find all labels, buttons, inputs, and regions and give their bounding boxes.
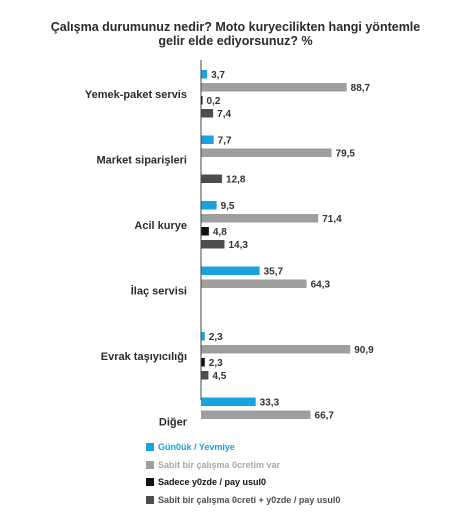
data-label: 7,4 xyxy=(217,109,231,120)
legend-swatch xyxy=(146,478,154,486)
data-label: 33,3 xyxy=(260,398,280,409)
data-label: 88,7 xyxy=(351,83,371,94)
legend-swatch xyxy=(146,460,154,469)
bar-gunluk xyxy=(201,397,256,406)
bar-sabit-yuzde xyxy=(201,371,209,380)
data-label: 71,4 xyxy=(322,214,342,225)
category-label: Market siparişleri xyxy=(97,155,188,167)
legend-swatch xyxy=(146,495,154,504)
legend-label: Sadece y0zde / pay usul0 xyxy=(158,477,267,487)
bar-sabit xyxy=(201,83,347,92)
legend-label: Sabit bir çalışma 0cretim var xyxy=(158,459,281,470)
category-label: Diğer xyxy=(159,417,188,429)
bar-gunluk xyxy=(201,332,205,341)
data-label: 90,9 xyxy=(354,345,374,356)
legend-label: Gün0ük / Yevmiye xyxy=(158,442,235,452)
chart-title-line-2: gelir elde ediyorsunuz? % xyxy=(158,34,313,48)
chart-title-line-1: Çalışma durumunuz nedir? Moto kuryecilik… xyxy=(50,20,421,34)
bar-gunluk xyxy=(201,135,214,144)
bar-sabit-yuzde xyxy=(201,240,225,249)
data-label: 9,5 xyxy=(221,201,235,212)
data-label: 35,7 xyxy=(264,267,284,278)
bar-gunluk xyxy=(201,266,260,275)
data-label: 64,3 xyxy=(311,280,331,291)
data-label: 66,7 xyxy=(315,411,335,422)
chart-title: Çalışma durumunuz nedir? Moto kuryecilik… xyxy=(0,20,471,48)
data-label: 12,8 xyxy=(226,175,246,186)
data-label: 2,3 xyxy=(209,332,223,343)
bar-sabit xyxy=(201,279,307,288)
bar-sabit xyxy=(201,214,319,223)
bar-yuzde xyxy=(201,358,205,367)
category-label: Evrak taşıyıcılığı xyxy=(101,351,187,363)
legend-label: Sabit bir çalışma 0creti + y0zde / pay u… xyxy=(158,494,341,505)
bar-sabit xyxy=(201,345,351,354)
bar-sabit xyxy=(201,148,332,157)
data-label: 3,7 xyxy=(211,70,225,81)
bar-sabit-yuzde xyxy=(201,109,214,118)
bar-sabit-yuzde xyxy=(201,174,223,183)
bar-yuzde xyxy=(201,96,203,105)
category-label: İlaç servisi xyxy=(131,285,187,298)
data-label: 2,3 xyxy=(209,358,223,369)
data-label: 0,2 xyxy=(207,96,221,107)
bar-yuzde xyxy=(201,227,209,236)
data-label: 79,5 xyxy=(336,149,356,160)
data-label: 4,5 xyxy=(212,371,226,382)
data-label: 7,7 xyxy=(218,136,232,147)
data-label: 14,3 xyxy=(228,240,248,251)
bar-gunluk xyxy=(201,70,208,79)
data-label: 4,8 xyxy=(213,227,227,238)
bar-sabit xyxy=(201,410,311,419)
category-label: Yemek-paket servis xyxy=(85,89,187,101)
legend-swatch xyxy=(146,443,154,451)
category-label: Acil kurye xyxy=(134,220,187,232)
bar-gunluk xyxy=(201,201,217,210)
